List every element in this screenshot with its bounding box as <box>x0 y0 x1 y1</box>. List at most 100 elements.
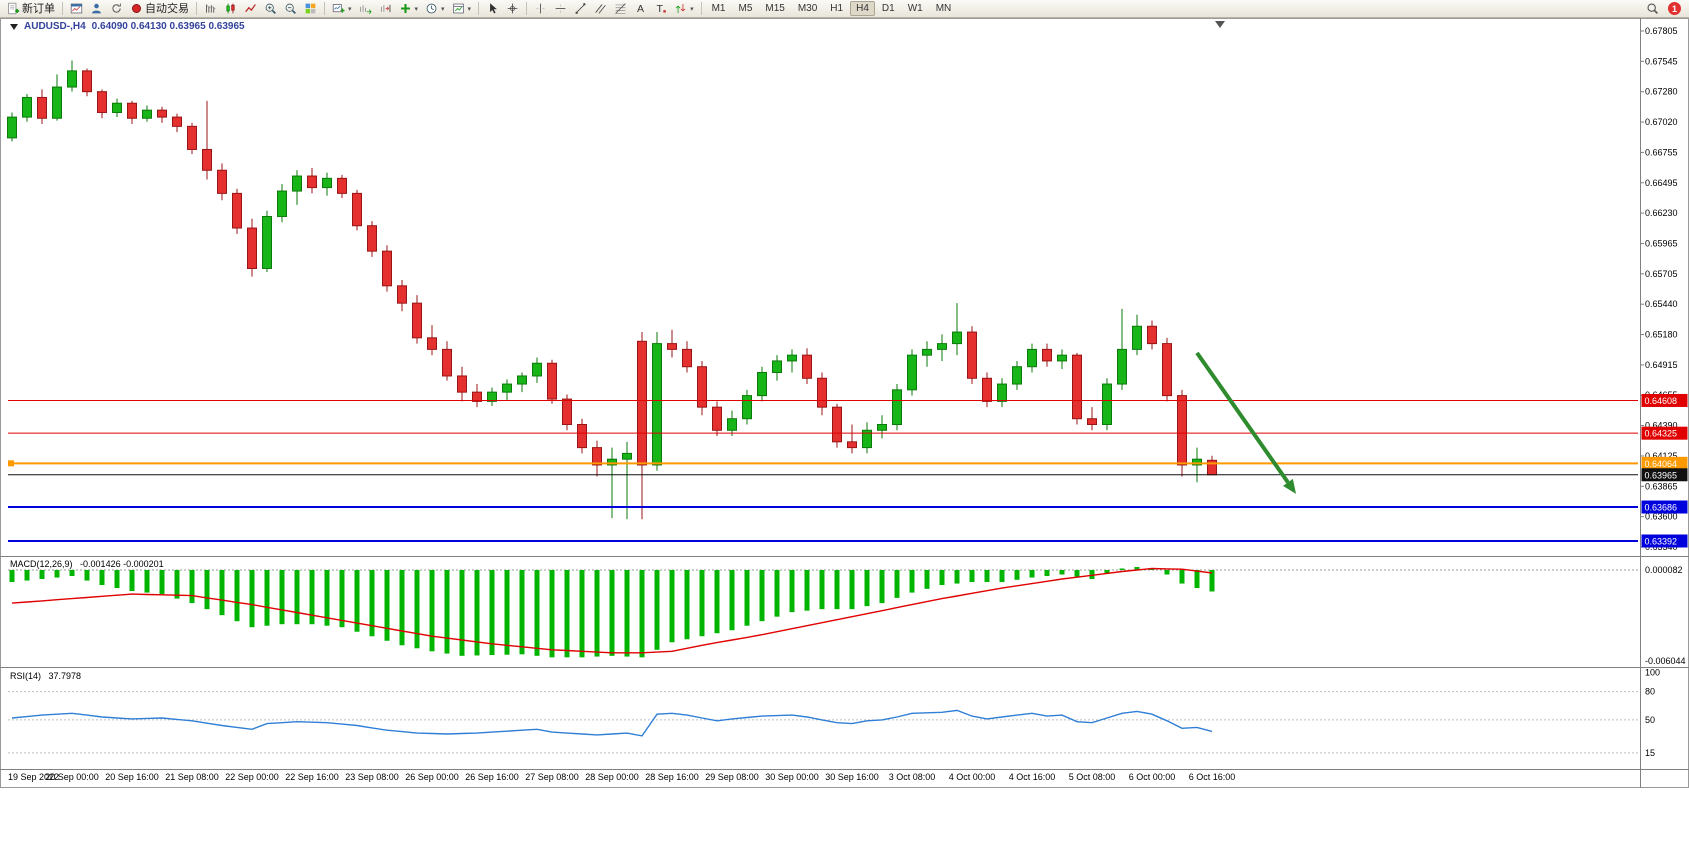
horizontal-line-button[interactable] <box>551 0 570 18</box>
periods-button[interactable]: ▾ <box>422 0 448 18</box>
cursor-button[interactable] <box>483 0 502 18</box>
indicators-button[interactable]: ▾ <box>396 0 422 18</box>
arrows-icon <box>674 2 687 15</box>
trend-arrow-head[interactable] <box>1283 478 1296 494</box>
price-tag-label: 0.64064 <box>1645 459 1678 469</box>
chevron-down-icon[interactable]: ▾ <box>441 5 445 13</box>
candle <box>787 354 797 362</box>
templates-button[interactable]: ▾ <box>449 0 475 18</box>
candle <box>652 343 662 466</box>
macd-histogram-bar <box>624 570 630 657</box>
candle <box>697 366 707 408</box>
toolbar-separator <box>700 2 702 15</box>
indicators-icon <box>399 2 412 15</box>
date-axis-label: 28 Sep 00:00 <box>585 772 639 782</box>
tile-windows-button[interactable] <box>301 0 320 18</box>
fibonacci-button[interactable] <box>611 0 630 18</box>
date-axis-label: 19 Sep 2022 <box>8 772 59 782</box>
macd-histogram-bar <box>1014 570 1020 580</box>
macd-histogram-bar <box>69 570 75 577</box>
arrows-button[interactable]: ▾ <box>671 0 697 18</box>
line-handle[interactable] <box>8 460 14 467</box>
tf-m5-button[interactable]: M5 <box>738 3 753 14</box>
vertical-line-icon <box>534 2 547 15</box>
tf-d1-button[interactable]: D1 <box>881 3 895 14</box>
macd-histogram-bar <box>1164 570 1170 575</box>
candle <box>802 354 812 379</box>
price-tag <box>1641 393 1688 407</box>
macd-histogram-bar <box>1089 570 1095 580</box>
crosshair-button[interactable] <box>503 0 522 18</box>
text-button[interactable]: A <box>631 0 650 18</box>
candle <box>307 175 317 189</box>
macd-histogram-bar <box>399 570 405 646</box>
candlestick-chart-button[interactable] <box>221 0 240 18</box>
label-button[interactable]: T <box>651 0 670 18</box>
macd-histogram-bar <box>939 570 945 586</box>
autotrading-button[interactable]: 自动交易 <box>127 0 192 18</box>
macd-histogram-bar <box>204 570 210 610</box>
trendline-button[interactable] <box>571 0 590 18</box>
auto-scroll-button[interactable] <box>356 0 375 18</box>
notification-badge[interactable]: 1 <box>1668 2 1681 15</box>
zoom-out-icon <box>284 2 297 15</box>
market-watch-button[interactable] <box>87 0 106 18</box>
tf-m1-button[interactable]: M1 <box>711 3 726 14</box>
chevron-down-icon[interactable]: ▾ <box>467 5 472 13</box>
tf-m15-button[interactable]: M15 <box>765 3 785 14</box>
chart-shift-marker[interactable] <box>1215 21 1225 28</box>
macd-histogram-bar <box>474 570 480 656</box>
channel-button[interactable] <box>591 0 610 18</box>
chart-window-background <box>0 18 1689 788</box>
candle <box>1147 325 1157 345</box>
chevron-down-icon[interactable]: ▾ <box>690 5 694 13</box>
chevron-down-icon[interactable]: ▾ <box>348 5 352 13</box>
candle <box>1102 383 1112 426</box>
search-button[interactable] <box>1643 0 1662 18</box>
line-chart-button[interactable] <box>241 0 260 18</box>
macd-histogram-bar <box>999 570 1005 583</box>
price-tag-label: 0.63965 <box>1645 470 1678 480</box>
chevron-down-icon[interactable]: ▾ <box>414 5 419 13</box>
chart-shift-button[interactable] <box>376 0 395 18</box>
new-order-button[interactable]: 新订单 <box>4 0 58 18</box>
zoom-out-button[interactable] <box>281 0 300 18</box>
candle <box>67 70 77 88</box>
vertical-line-button[interactable] <box>531 0 550 18</box>
macd-histogram-bar <box>1149 568 1155 570</box>
price-axis-label: 0.63865 <box>1645 481 1678 491</box>
search-icon <box>1646 2 1659 15</box>
bar-chart-button[interactable] <box>201 0 220 18</box>
trend-arrow-line[interactable] <box>1195 351 1290 484</box>
candle <box>142 109 152 119</box>
tf-m30-button[interactable]: M30 <box>797 3 818 14</box>
macd-histogram-bar <box>519 570 525 655</box>
new-chart-button[interactable]: ▾ <box>329 0 355 18</box>
macd-histogram-bar <box>234 570 240 622</box>
candle <box>937 343 947 350</box>
refresh-button[interactable] <box>107 0 126 18</box>
autotrading-button-label: 自动交易 <box>145 2 189 15</box>
tf-h1-button[interactable]: H1 <box>830 3 844 14</box>
candle <box>337 177 347 194</box>
candle <box>1042 348 1052 362</box>
macd-axis-label: 0.000082 <box>1645 565 1683 575</box>
macd-histogram-bar <box>849 570 855 610</box>
chart-shift-icon <box>379 2 392 15</box>
candle <box>832 406 842 443</box>
charts-window-button[interactable] <box>67 0 86 18</box>
candle <box>7 116 17 139</box>
macd-histogram-bar <box>444 570 450 654</box>
rsi-axis-label: 15 <box>1645 748 1655 758</box>
macd-histogram-bar <box>1119 568 1125 570</box>
candle <box>862 429 872 449</box>
chart-title: AUDUSD-,H4 0.64090 0.64130 0.63965 0.639… <box>10 21 245 32</box>
tf-mn-button[interactable]: MN <box>935 3 952 14</box>
chevron-down-icon[interactable] <box>10 23 18 30</box>
candle <box>52 86 62 119</box>
zoom-in-button[interactable] <box>261 0 280 18</box>
tf-w1-button[interactable]: W1 <box>907 3 923 14</box>
tf-h4-button[interactable]: H4 <box>850 1 875 16</box>
market-watch-icon <box>90 2 103 15</box>
